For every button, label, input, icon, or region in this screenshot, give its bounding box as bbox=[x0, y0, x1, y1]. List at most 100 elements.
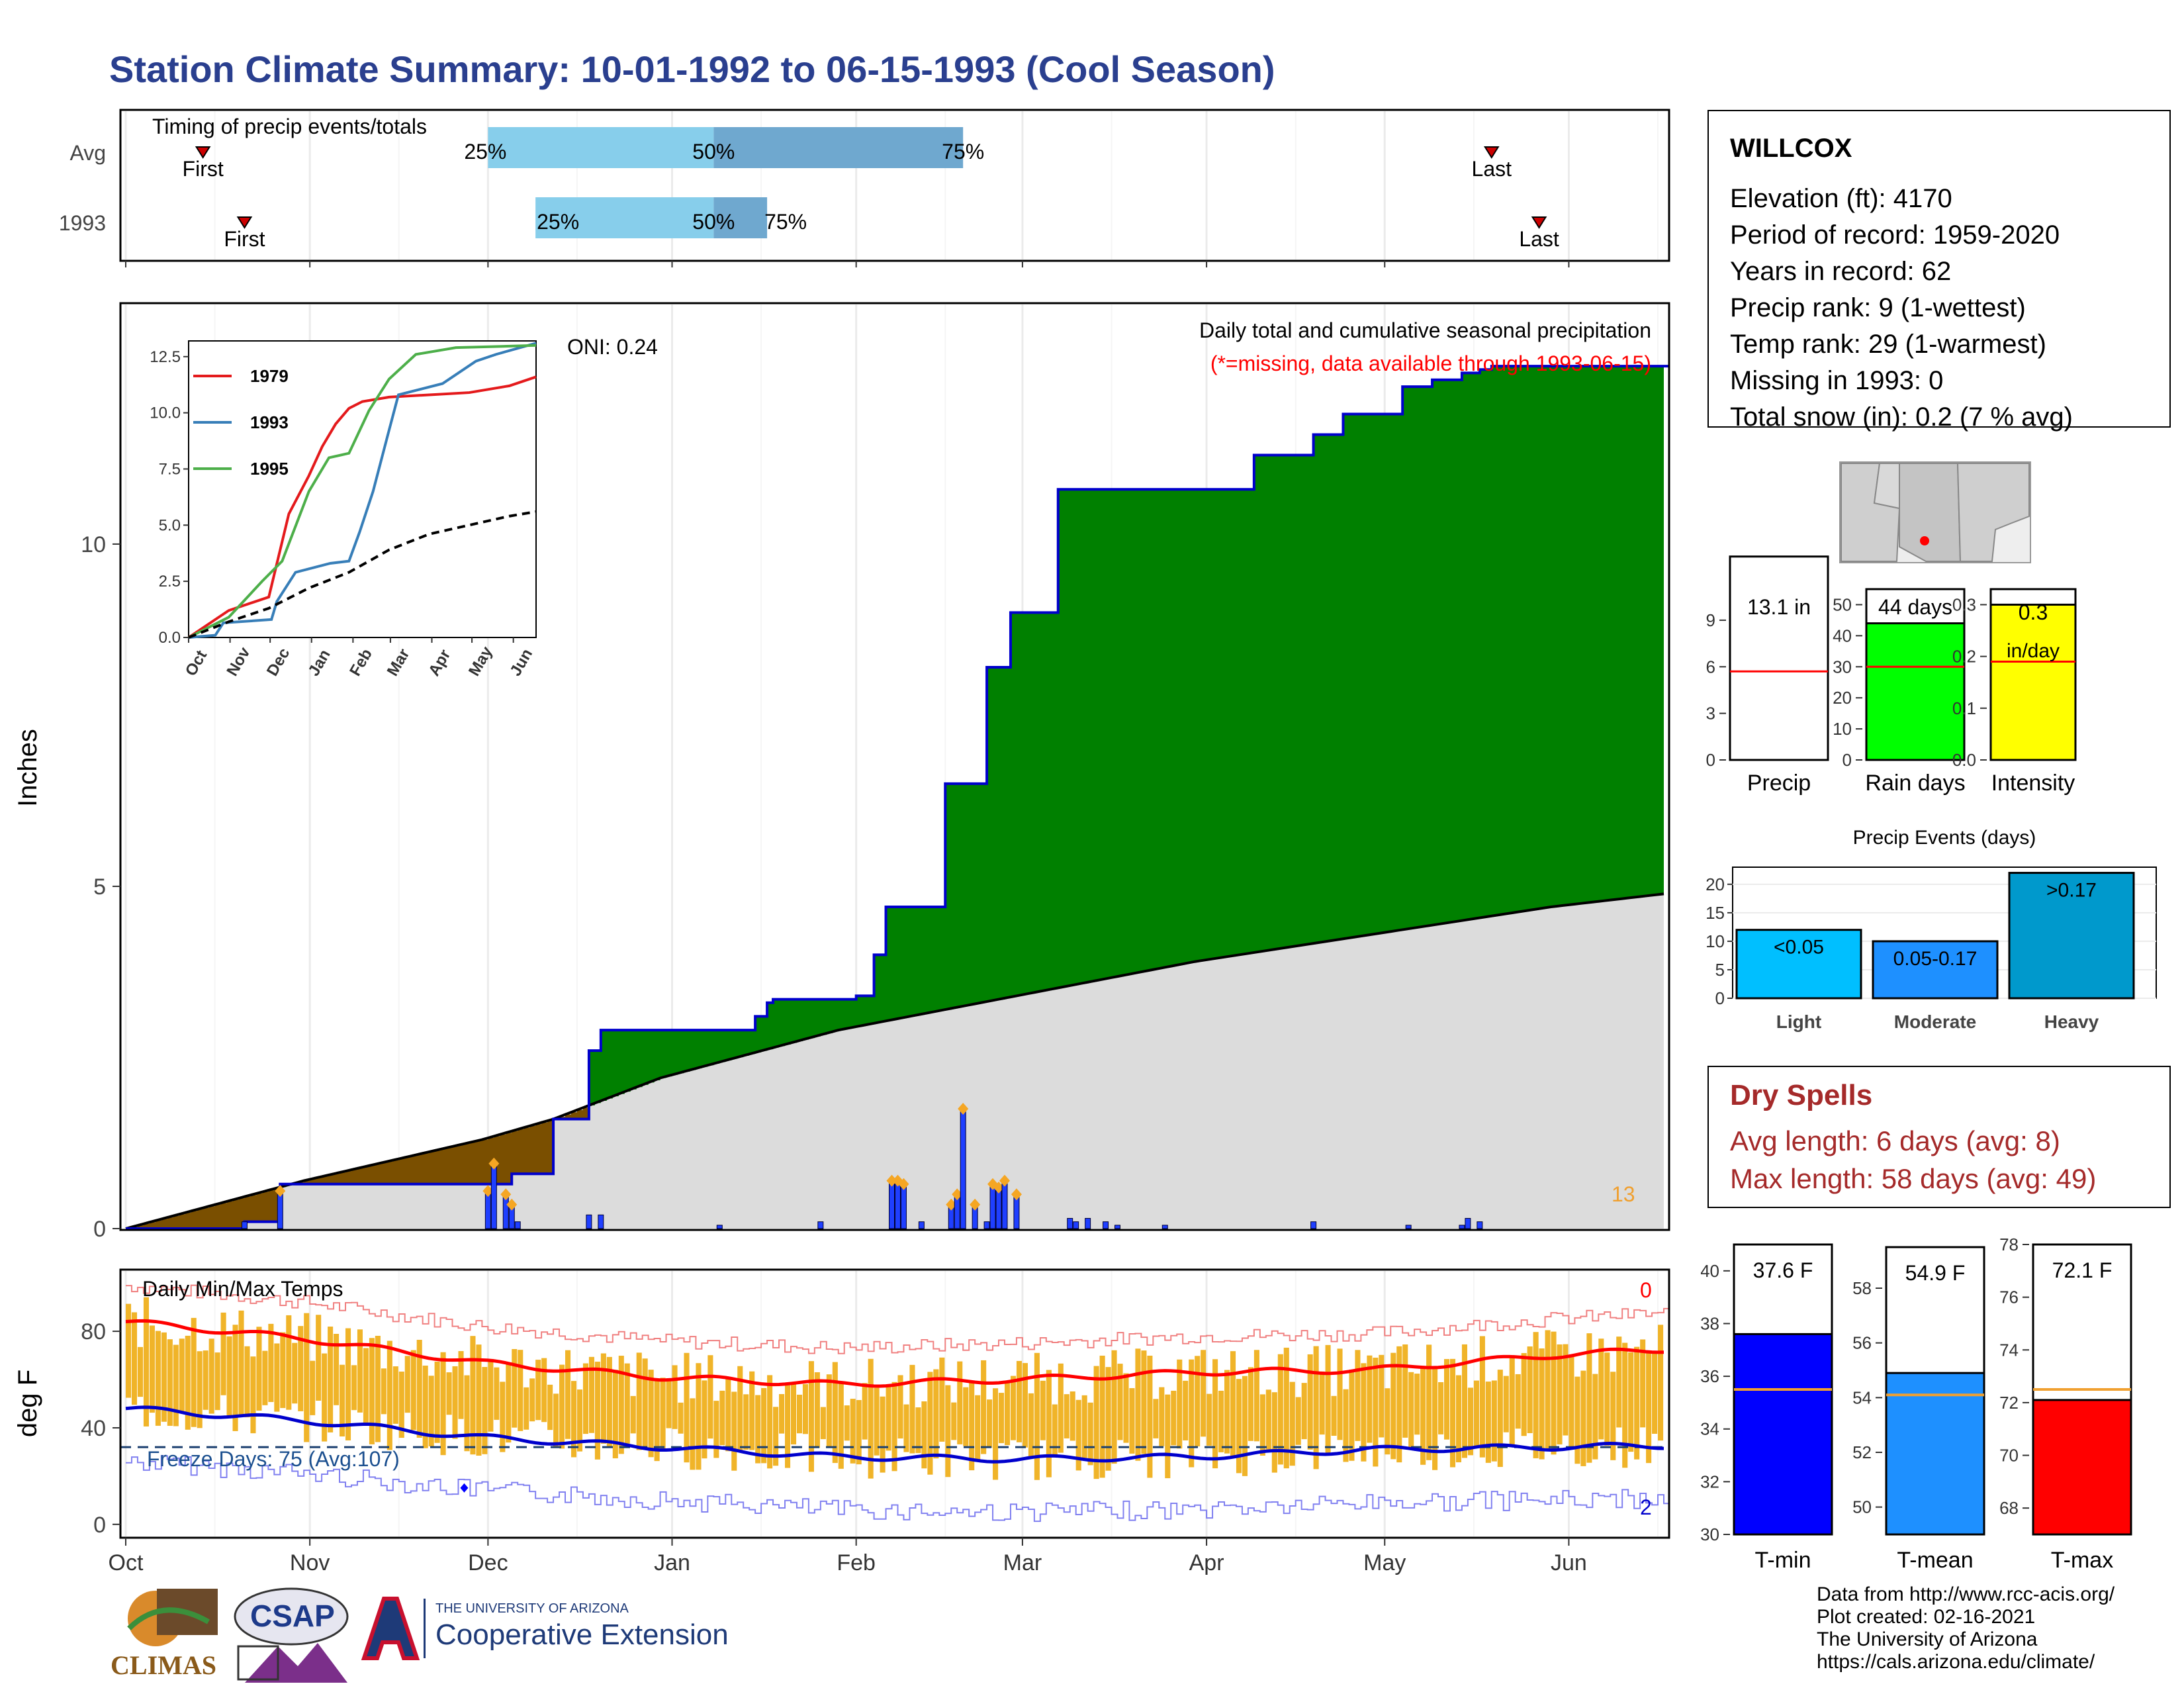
month-label-jun: Jun bbox=[1551, 1550, 1587, 1575]
summary-precip-value: 0.3 bbox=[2019, 600, 2048, 624]
summary-precip-bar bbox=[1989, 603, 2077, 761]
daily-temp-bar bbox=[523, 1387, 529, 1430]
precip-ytick-label: 0 bbox=[93, 1217, 106, 1242]
dry-spells-max: Max length: 58 days (avg: 49) bbox=[1730, 1163, 2097, 1194]
daily-temp-bar bbox=[654, 1380, 660, 1462]
daily-temp-bar bbox=[951, 1402, 957, 1440]
precip-ytick-label: 5 bbox=[93, 874, 106, 900]
temp-panel: 0 40 80 deg F Daily Min/Max Temps Freeze D… bbox=[13, 1268, 1670, 1539]
timing-q50-75-bar bbox=[713, 127, 964, 168]
timing-first-label: First bbox=[183, 157, 224, 181]
inset-legend-label: 1995 bbox=[250, 459, 289, 479]
daily-temp-bar bbox=[987, 1399, 993, 1448]
daily-temp-bar bbox=[203, 1350, 208, 1410]
station-temp-rank: Temp rank: 29 (1-warmest) bbox=[1730, 330, 2046, 359]
daily-temp-bar bbox=[856, 1399, 862, 1465]
daily-temp-bar bbox=[1658, 1325, 1664, 1441]
daily-temp-bar bbox=[1058, 1363, 1064, 1453]
daily-temp-bar bbox=[672, 1365, 678, 1429]
inset-ytick-label: 7.5 bbox=[159, 460, 181, 478]
daily-temp-bar bbox=[1218, 1390, 1224, 1452]
daily-temp-bar bbox=[244, 1346, 250, 1418]
daily-temp-bar bbox=[981, 1360, 987, 1454]
timing-label: Timing of precip events/totals bbox=[152, 115, 427, 138]
daily-temp-bar bbox=[630, 1395, 636, 1434]
daily-temp-bar bbox=[933, 1369, 939, 1459]
daily-temp-bar bbox=[1426, 1344, 1432, 1460]
timing-first-marker bbox=[195, 146, 211, 159]
daily-temp-bar bbox=[1212, 1359, 1218, 1469]
daily-temp-bar bbox=[1289, 1382, 1295, 1466]
daily-temp-bar bbox=[1503, 1376, 1509, 1432]
daily-temp-bar bbox=[250, 1356, 256, 1434]
daily-temp-bar bbox=[167, 1339, 173, 1426]
temp-label: Daily Min/Max Temps bbox=[142, 1277, 343, 1301]
daily-temp-bar bbox=[1099, 1355, 1105, 1478]
daily-temp-bar bbox=[1075, 1399, 1081, 1471]
month-label-mar: Mar bbox=[1003, 1550, 1042, 1575]
summary-temp-ytick-label: 56 bbox=[1852, 1333, 1872, 1353]
footer-url: https://cals.arizona.edu/climate/ bbox=[1817, 1651, 2095, 1673]
daily-temp-bar bbox=[1367, 1355, 1373, 1443]
daily-temp-bar bbox=[1052, 1404, 1058, 1456]
timing-q25-label: 25% bbox=[537, 210, 579, 234]
daily-temp-bar bbox=[1201, 1350, 1206, 1437]
summary-temp-ytick-label: 54 bbox=[1852, 1387, 1872, 1407]
daily-temp-bar bbox=[179, 1338, 185, 1413]
daily-precip-marker bbox=[500, 1188, 512, 1201]
summary-temp-ytick-label: 74 bbox=[1999, 1340, 2019, 1360]
daily-temp-bar bbox=[1248, 1367, 1253, 1441]
daily-temp-bar bbox=[612, 1370, 618, 1459]
daily-temp-bar bbox=[1325, 1344, 1331, 1454]
daily-temp-bar bbox=[310, 1360, 316, 1415]
daily-temp-bar bbox=[1123, 1373, 1129, 1443]
summary-temp-ytick-label: 78 bbox=[1999, 1235, 2019, 1254]
month-label-oct: Oct bbox=[109, 1550, 144, 1575]
daily-temp-bar bbox=[963, 1387, 969, 1446]
inset-line-average bbox=[188, 510, 537, 639]
timing-panel: 25% 50% 75% First Last 25% 50% 75% First Last Tim… bbox=[59, 109, 1670, 267]
daily-temp-bar bbox=[802, 1383, 808, 1434]
daily-temp-bar bbox=[488, 1358, 494, 1432]
summary-temp-value: 54.9 F bbox=[1905, 1261, 1966, 1285]
daily-precip-marker bbox=[886, 1174, 897, 1187]
daily-temp-bar bbox=[500, 1382, 506, 1452]
daily-temp-bar bbox=[220, 1312, 226, 1395]
summary-precip-ytick-label: 0.2 bbox=[1952, 647, 1976, 667]
daily-temp-bar bbox=[1349, 1369, 1355, 1461]
station-years: Years in record: 62 bbox=[1730, 257, 1952, 286]
daily-temp-bar bbox=[208, 1338, 214, 1414]
daily-temp-bar bbox=[844, 1405, 850, 1441]
daily-temp-bar bbox=[1069, 1391, 1075, 1441]
daily-precip-bar bbox=[817, 1221, 824, 1229]
normal-max-line bbox=[125, 1319, 1664, 1388]
daily-temp-bar bbox=[529, 1378, 535, 1422]
events-category-label: Moderate bbox=[1894, 1011, 1976, 1032]
summary-precip-ytick-label: 40 bbox=[1833, 626, 1852, 645]
daily-temp-bar bbox=[126, 1303, 132, 1398]
daily-temp-bar bbox=[820, 1407, 826, 1440]
daily-temp-bar bbox=[434, 1361, 440, 1443]
daily-temp-bar bbox=[731, 1391, 737, 1471]
temp-ytick-label: 40 bbox=[81, 1416, 106, 1441]
summary-temp-ytick-label: 34 bbox=[1701, 1419, 1719, 1439]
summary-precip-ytick-label: 0 bbox=[1843, 750, 1852, 770]
daily-temp-bar bbox=[999, 1393, 1005, 1444]
timing-last-marker bbox=[1483, 146, 1500, 159]
daily-temp-bar bbox=[1277, 1354, 1283, 1465]
station-period: Period of record: 1959-2020 bbox=[1730, 220, 2060, 250]
summary-temp-ytick-label: 58 bbox=[1852, 1278, 1872, 1298]
daily-temp-bar bbox=[1271, 1392, 1277, 1473]
daily-temp-bar bbox=[755, 1395, 761, 1464]
station-snow: Total snow (in): 0.2 (7 % avg) bbox=[1730, 402, 2073, 432]
daily-temp-bar bbox=[582, 1363, 588, 1434]
daily-precip-bar bbox=[989, 1184, 996, 1229]
daily-temp-bar bbox=[446, 1372, 452, 1415]
daily-temp-bar bbox=[274, 1343, 280, 1412]
daily-temp-bar bbox=[1224, 1370, 1230, 1454]
daily-precip-bar bbox=[1459, 1225, 1465, 1229]
record-min-line bbox=[126, 1455, 1670, 1523]
daily-temp-bar bbox=[173, 1344, 179, 1427]
summary-precip-category: Precip bbox=[1747, 771, 1811, 796]
